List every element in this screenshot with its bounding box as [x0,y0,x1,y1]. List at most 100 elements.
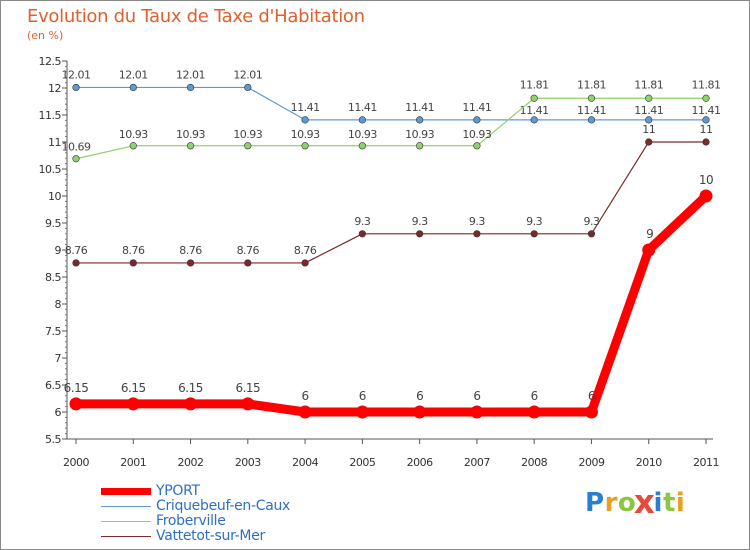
y-tick-label: 11.5 [39,109,62,122]
y-tick-label: 5.5 [45,433,61,446]
data-point-vattetot-sur-mer [129,259,137,267]
data-point-vattetot-sur-mer [72,259,80,267]
data-point-criquebeuf-en-caux [416,116,424,124]
data-label-yport: 6 [302,389,309,403]
x-tick-label: 2008 [521,456,547,469]
data-point-criquebeuf-en-caux [244,83,252,92]
data-label-criquebeuf-en-caux: 11.41 [405,101,434,114]
data-point-froberville [645,94,653,102]
data-point-criquebeuf-en-caux [702,116,710,124]
data-point-froberville [244,142,252,150]
data-label-vattetot-sur-mer: 9.3 [412,215,428,228]
data-point-yport [413,405,427,419]
data-label-criquebeuf-en-caux: 11.41 [520,104,549,117]
data-label-criquebeuf-en-caux: 11.41 [348,101,377,114]
data-point-criquebeuf-en-caux [587,116,596,124]
y-tick-label: 12.5 [39,55,62,68]
data-label-froberville: 11.81 [577,78,606,91]
data-label-criquebeuf-en-caux: 11.41 [634,104,663,117]
data-label-yport: 6.15 [121,381,146,395]
data-point-yport [699,189,713,203]
legend-swatch-criquebeuf [101,506,151,507]
data-label-criquebeuf-en-caux: 12.01 [62,68,91,81]
y-tick-label: 10 [48,190,61,203]
data-label-froberville: 10.93 [176,128,205,141]
data-label-vattetot-sur-mer: 8.76 [294,244,317,257]
data-label-criquebeuf-en-caux: 11.41 [577,104,606,117]
data-label-froberville: 10.93 [119,128,148,141]
y-tick-label: 6.5 [45,379,61,392]
chart-title: Evolution du Taux de Taxe d'Habitation [27,6,365,27]
data-label-yport: 6.15 [235,381,260,395]
data-label-yport: 6 [588,389,595,403]
data-point-criquebeuf-en-caux [186,83,195,92]
data-label-vattetot-sur-mer: 8.76 [122,244,145,257]
data-point-vattetot-sur-mer [587,230,596,238]
y-tick-label: 10.5 [39,163,62,176]
data-point-vattetot-sur-mer [530,230,538,238]
x-tick-label: 2005 [349,456,375,469]
x-tick-label: 2006 [407,456,433,469]
data-point-vattetot-sur-mer [416,230,424,238]
data-label-froberville: 10.93 [462,128,491,141]
data-label-vattetot-sur-mer: 8.76 [237,244,260,257]
data-label-froberville: 10.93 [291,128,320,141]
data-label-froberville: 10.93 [233,128,262,141]
data-label-criquebeuf-en-caux: 11.41 [291,101,320,114]
series-line-criquebeuf-en-caux [75,86,707,121]
data-label-yport: 6 [359,389,366,403]
data-label-yport: 6.15 [178,381,203,395]
data-label-vattetot-sur-mer: 9.3 [469,215,485,228]
y-tick-label: 9 [55,244,62,257]
x-tick-label: 2007 [464,456,490,469]
data-point-criquebeuf-en-caux [530,116,538,124]
y-tick-label: 8 [55,298,62,311]
data-point-froberville [358,142,366,150]
data-label-froberville: 11.81 [520,78,549,91]
data-label-froberville: 10.69 [62,141,91,154]
logo-letter: P [585,488,605,518]
data-label-criquebeuf-en-caux: 11.41 [692,104,721,117]
logo-letter: r [604,488,618,518]
legend-label-vattetot: Vattetot-sur-Mer [156,528,265,544]
data-point-yport [584,405,598,419]
data-label-yport: 9 [646,227,653,241]
data-label-vattetot-sur-mer: 8.76 [179,244,202,257]
data-label-froberville: 11.81 [692,78,721,91]
y-tick-label: 11 [48,136,61,149]
data-label-yport: 6 [416,389,423,403]
data-point-yport [184,397,198,411]
y-tick-label: 12 [48,82,61,95]
logo-letter: i [653,488,663,518]
data-label-vattetot-sur-mer: 9.3 [583,215,599,228]
y-tick-label: 7.5 [45,325,61,338]
legend-label-criquebeuf: Criquebeuf-en-Caux [156,498,291,514]
y-tick-label: 7 [55,352,62,365]
y-tick-label: 8.5 [45,271,61,284]
data-point-yport [126,397,140,411]
x-tick-label: 2003 [235,456,261,469]
data-label-criquebeuf-en-caux: 12.01 [176,68,205,81]
data-label-yport: 6 [473,389,480,403]
data-point-froberville [530,94,538,102]
logo-letter: x [634,484,656,522]
data-point-vattetot-sur-mer [702,138,710,146]
y-tick-label: 9.5 [45,217,61,230]
data-label-vattetot-sur-mer: 11 [700,123,713,136]
data-point-froberville [129,142,137,150]
series-line-froberville [75,97,707,160]
legend-swatch-froberville [101,521,151,522]
data-label-froberville: 11.81 [634,78,663,91]
data-label-yport: 10 [699,173,713,187]
x-tick-label: 2004 [292,456,318,469]
logo-letter: t [662,488,676,518]
x-tick-label: 2002 [178,456,204,469]
x-tick-label: 2011 [693,456,719,469]
data-label-froberville: 10.93 [348,128,377,141]
x-tick-label: 2010 [636,456,662,469]
data-label-criquebeuf-en-caux: 12.01 [233,68,262,81]
data-point-criquebeuf-en-caux [645,116,653,124]
data-point-froberville [416,142,424,150]
